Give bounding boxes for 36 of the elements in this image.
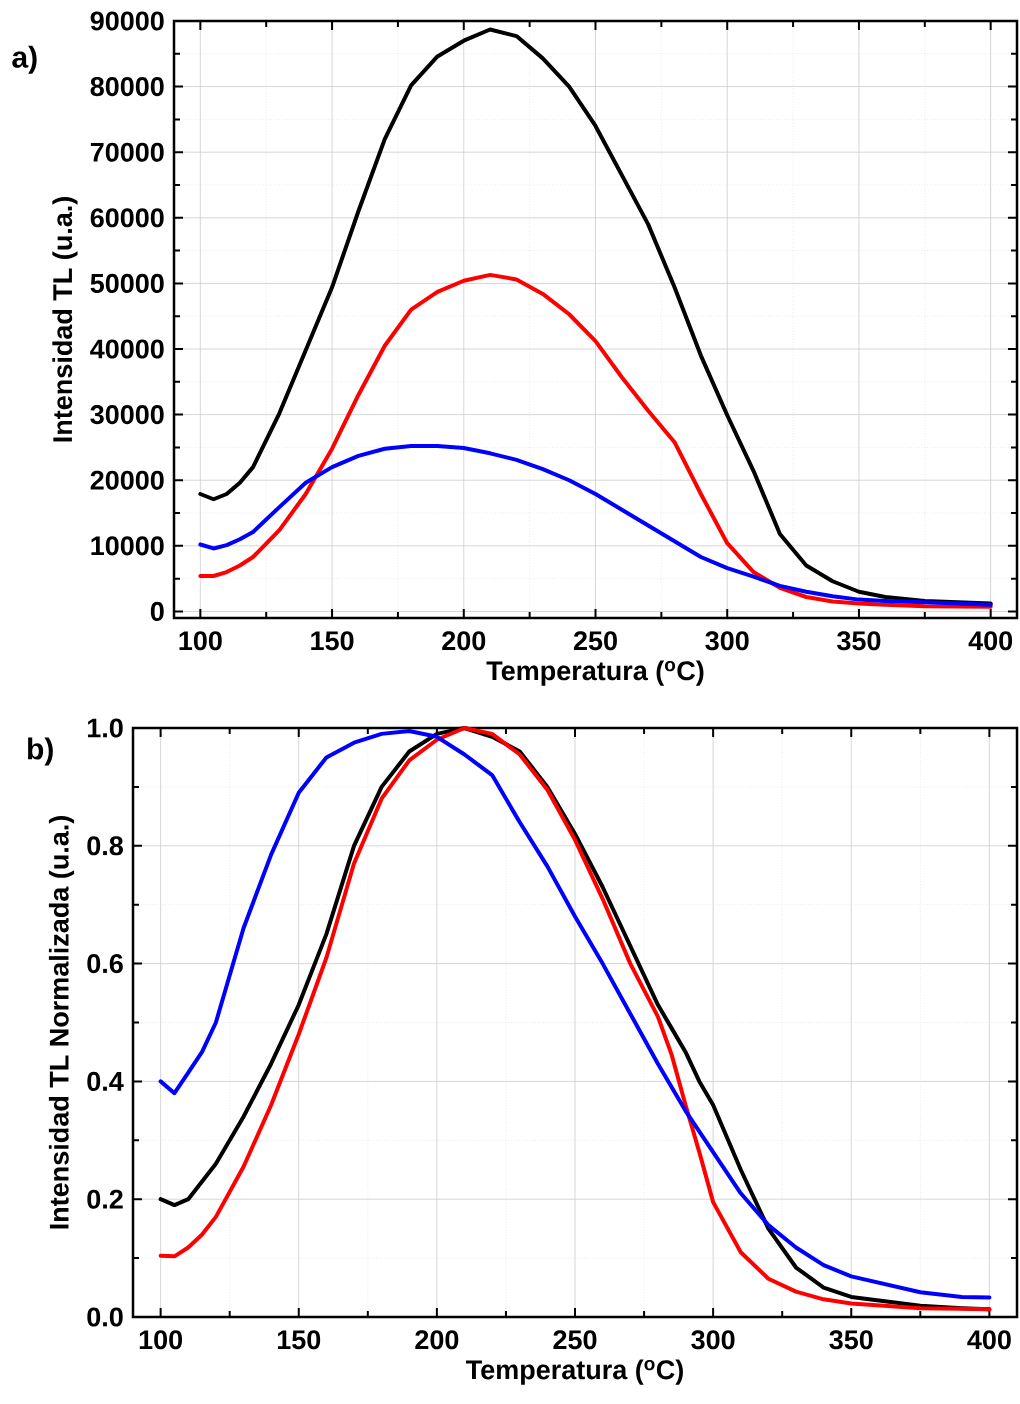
- y-tick-label: 10000: [91, 536, 164, 556]
- x-tick-label: 250: [573, 631, 617, 651]
- y-tick-label: 20000: [90, 470, 164, 490]
- y-tick-label: 30000: [90, 405, 164, 425]
- x-tick-label: 400: [967, 1330, 1011, 1350]
- x-tick-label: 200: [442, 631, 486, 651]
- y-axis-title: Intensidad TL Normalizada (u.a.): [48, 816, 75, 1229]
- y-tick-label: 0.2: [87, 1189, 123, 1209]
- y-tick-label: 0.4: [87, 1071, 124, 1091]
- y-tick-label: 0.6: [87, 954, 123, 974]
- x-axis-title: Temperatura ($^{o}$C): [486, 660, 704, 686]
- text: a): [12, 45, 37, 74]
- y-tick-label: 70000: [90, 142, 164, 162]
- x-tick-label: 100: [139, 1330, 183, 1350]
- x-tick-label: 150: [277, 1330, 321, 1350]
- y-axis-title: Intensidad TL (u.a.): [52, 197, 78, 442]
- x-tick-label: 250: [553, 1330, 597, 1350]
- y-tick-label: 50000: [90, 273, 164, 293]
- y-tick-label: 0: [150, 601, 164, 621]
- y-tick-label: 1.0: [87, 718, 123, 738]
- x-tick-label: 350: [829, 1330, 873, 1350]
- x-tick-label: 300: [705, 631, 749, 651]
- y-tick-label: 0.8: [87, 836, 123, 856]
- y-tick-label: 60000: [90, 208, 164, 228]
- x-tick-label: 350: [837, 631, 881, 651]
- x-tick-label: 400: [968, 631, 1013, 651]
- x-tick-label: 300: [691, 1330, 735, 1350]
- x-axis-title: Temperatura ($^{o}$C): [466, 1359, 683, 1385]
- y-tick-label: 80000: [90, 77, 164, 97]
- chart-title: b): [28, 737, 53, 766]
- x-tick-label: 100: [179, 631, 222, 651]
- y-tick-label: 0.0: [87, 1307, 123, 1327]
- x-tick-label: 200: [415, 1330, 459, 1350]
- y-tick-label: 90000: [90, 11, 164, 31]
- x-tick-label: 150: [311, 631, 354, 651]
- y-tick-label: 40000: [90, 339, 164, 359]
